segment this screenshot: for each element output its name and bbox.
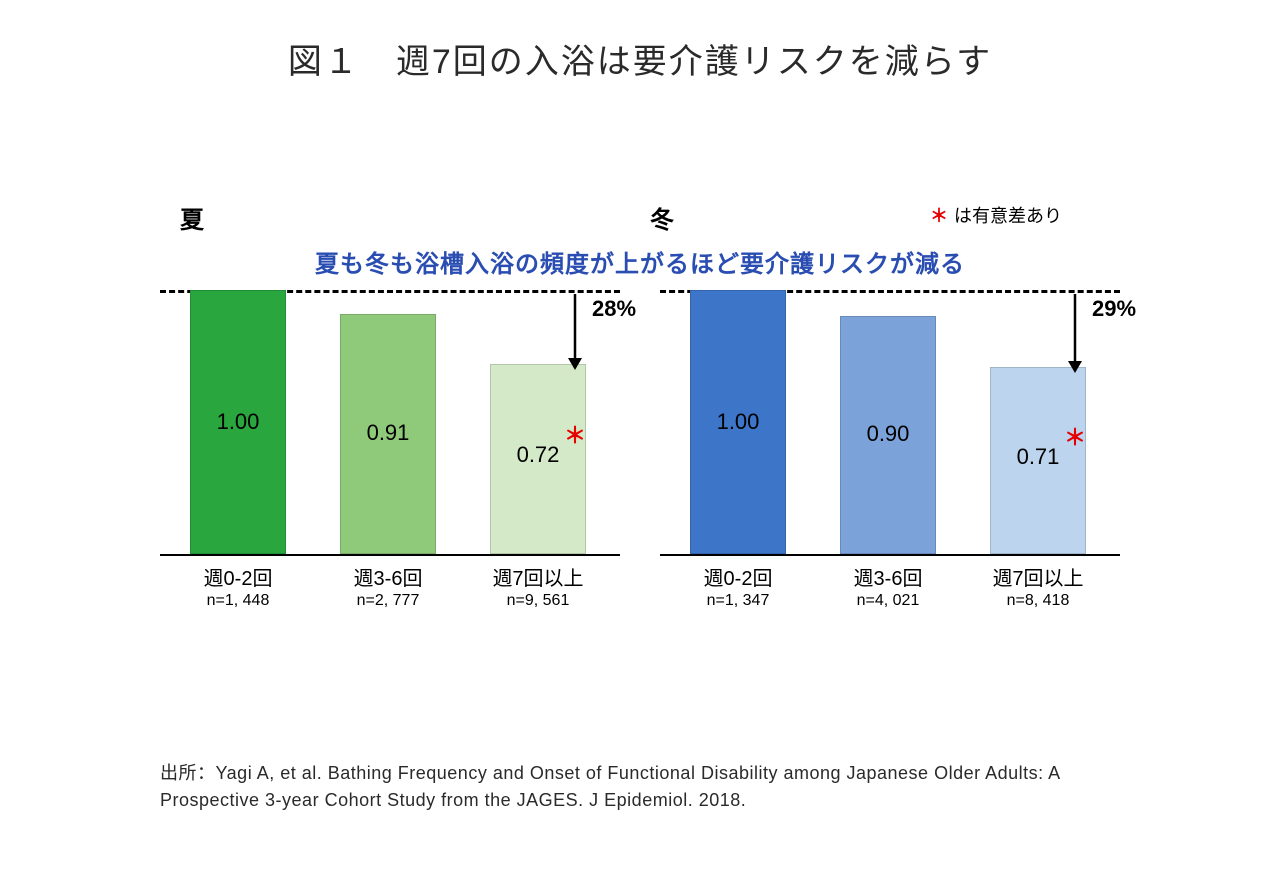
drop-percent-label: 29% bbox=[1092, 296, 1136, 322]
bar-value-label: 1.00 bbox=[678, 409, 798, 435]
x-axis bbox=[160, 554, 620, 556]
arrow-down-icon bbox=[1060, 292, 1090, 375]
chart-area: 1.00週0-2回n=1, 4480.91週3-6回n=2, 7770.72＊週… bbox=[160, 290, 1120, 610]
n-label: n=4, 021 bbox=[818, 592, 958, 610]
category-label: 週3-6回 bbox=[818, 562, 958, 591]
category-label: 週3-6回 bbox=[318, 562, 458, 591]
season-label-winter: 冬 bbox=[650, 200, 674, 235]
season-label-row: 夏 冬 ＊は有意差あり bbox=[170, 200, 1110, 230]
citation-text: 出所：Yagi A, et al. Bathing Frequency and … bbox=[160, 760, 1120, 814]
n-label: n=1, 448 bbox=[168, 592, 308, 610]
chart-panel-winter: 1.00週0-2回n=1, 3470.90週3-6回n=4, 0210.71＊週… bbox=[660, 290, 1120, 610]
legend-significance: ＊ は有意差あり bbox=[930, 202, 1062, 228]
x-axis bbox=[660, 554, 1120, 556]
category-label: 週0-2回 bbox=[668, 562, 808, 591]
bar-value-label: 1.00 bbox=[178, 409, 298, 435]
bar-value-label: 0.91 bbox=[328, 420, 448, 446]
n-label: n=9, 561 bbox=[468, 592, 608, 610]
arrow-down-icon bbox=[560, 292, 590, 372]
category-label: 週7回以上 bbox=[468, 562, 608, 591]
n-label: n=8, 418 bbox=[968, 592, 1108, 610]
star-icon: ＊ bbox=[930, 206, 948, 226]
bar-value-label: 0.90 bbox=[828, 421, 948, 447]
star-icon: ＊ bbox=[564, 418, 586, 450]
season-label-summer: 夏 bbox=[180, 200, 204, 235]
n-label: n=1, 347 bbox=[668, 592, 808, 610]
chart-panel-summer: 1.00週0-2回n=1, 4480.91週3-6回n=2, 7770.72＊週… bbox=[160, 290, 620, 610]
drop-percent-label: 28% bbox=[592, 296, 636, 322]
category-label: 週0-2回 bbox=[168, 562, 308, 591]
figure-title: 図１ 週7回の入浴は要介護リスクを減らす bbox=[0, 34, 1280, 83]
category-label: 週7回以上 bbox=[968, 562, 1108, 591]
legend-text: は有意差あり bbox=[954, 206, 1062, 226]
chart-subtitle: 夏も冬も浴槽入浴の頻度が上がるほど要介護リスクが減る bbox=[0, 244, 1280, 279]
star-icon: ＊ bbox=[1064, 420, 1086, 452]
n-label: n=2, 777 bbox=[318, 592, 458, 610]
